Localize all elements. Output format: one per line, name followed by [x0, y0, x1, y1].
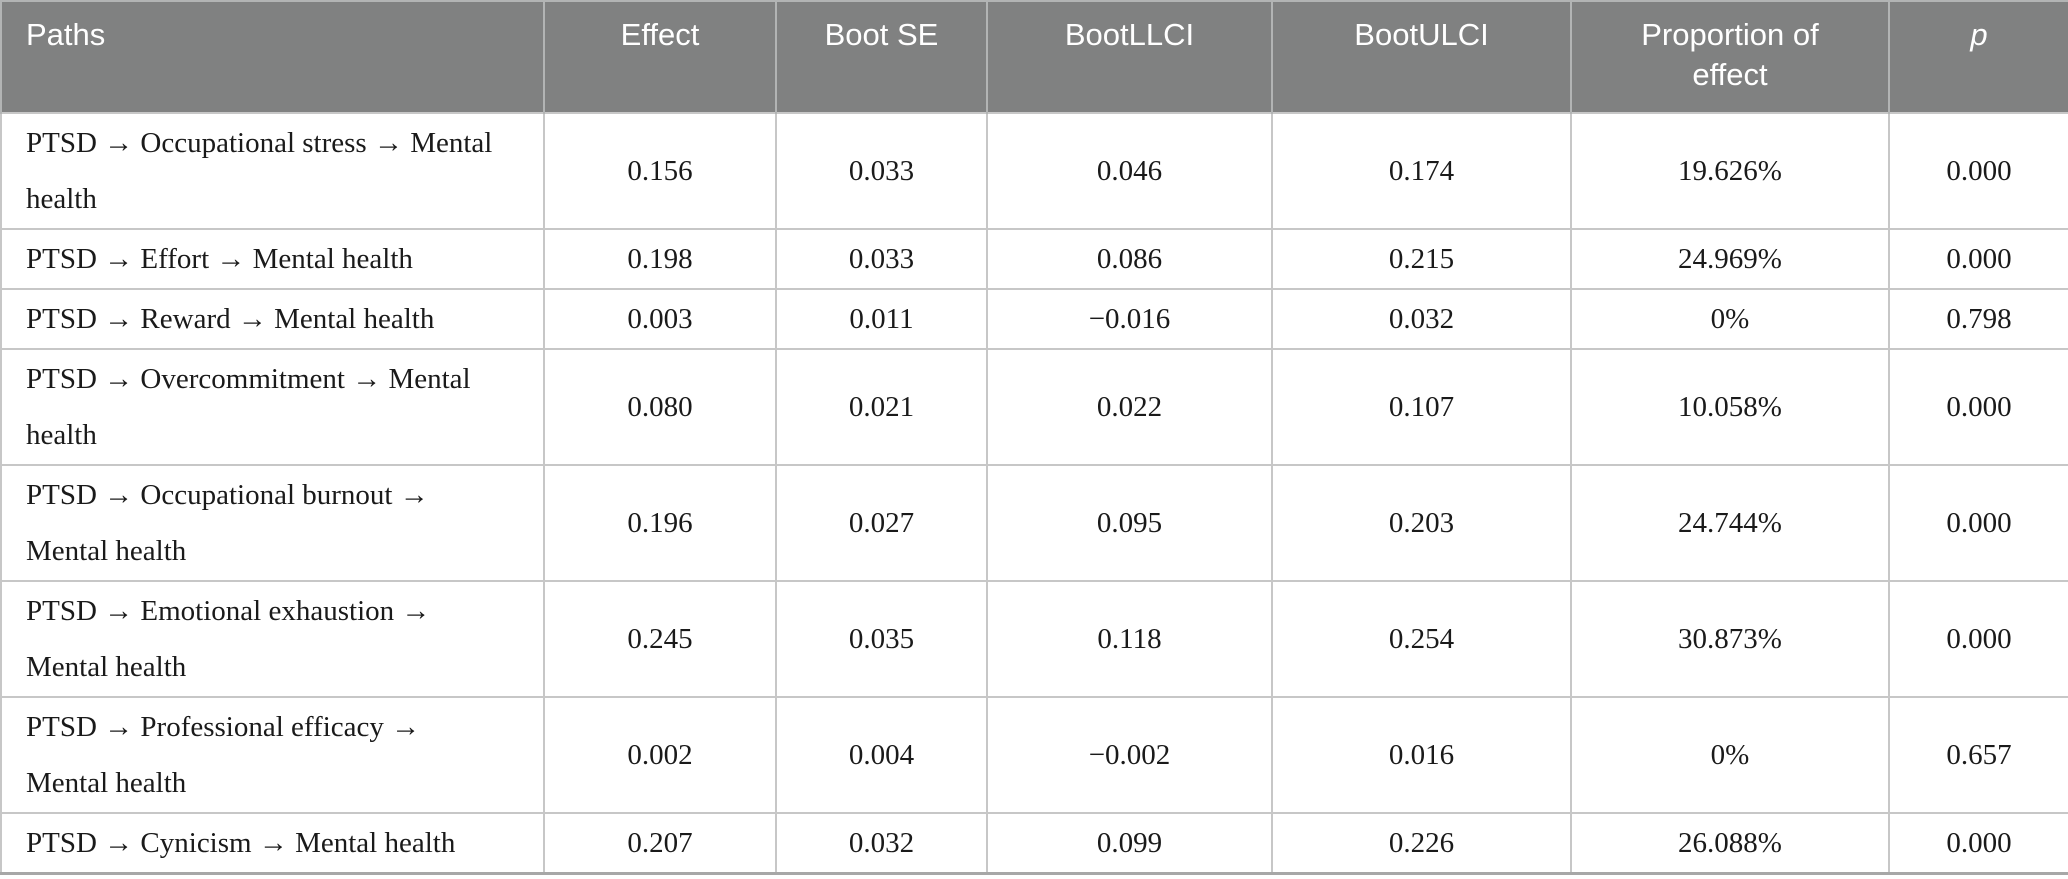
cell-p: 0.000 — [1888, 228, 2068, 290]
cell-effect: 0.003 — [543, 288, 777, 350]
column-header-boot-llci: BootLLCI — [986, 0, 1273, 113]
cell-path: PTSD → Occupational burnout → Mental hea… — [0, 464, 545, 582]
column-header-p-label: p — [1970, 17, 1988, 52]
cell-boot_llci: 0.086 — [986, 228, 1273, 290]
cell-path: PTSD → Cynicism → Mental health — [0, 812, 545, 875]
column-header-proportion-label: Proportion of effect — [1641, 17, 1819, 92]
cell-boot_ulci: 0.032 — [1271, 288, 1572, 350]
column-header-boot-se-label: Boot SE — [824, 17, 939, 52]
cell-path: PTSD → Professional efficacy → Mental he… — [0, 696, 545, 814]
cell-boot_llci: 0.095 — [986, 464, 1273, 582]
column-header-boot-ulci-label: BootULCI — [1354, 17, 1489, 52]
table-row: PTSD → Effort → Mental health 0.198 0.033 0… — [0, 228, 2068, 290]
cell-path: PTSD → Effort → Mental health — [0, 228, 545, 290]
cell-boot_se: 0.011 — [775, 288, 988, 350]
cell-effect: 0.156 — [543, 112, 777, 230]
table-row: PTSD → Reward → Mental health 0.003 0.011−… — [0, 288, 2068, 350]
cell-boot_llci: −0.016 — [986, 288, 1273, 350]
cell-boot_llci: 0.022 — [986, 348, 1273, 466]
cell-proportion: 30.873% — [1570, 580, 1890, 698]
table-row: PTSD → Occupational stress → Mental heal… — [0, 112, 2068, 230]
table-body: PTSD → Occupational stress → Mental heal… — [0, 112, 2068, 875]
column-header-effect: Effect — [543, 0, 777, 113]
cell-path: PTSD → Emotional exhaustion → Mental hea… — [0, 580, 545, 698]
cell-p: 0.000 — [1888, 580, 2068, 698]
cell-proportion: 10.058% — [1570, 348, 1890, 466]
column-header-paths-label: Paths — [26, 17, 106, 52]
column-header-p-value: p — [1888, 0, 2068, 113]
cell-boot_ulci: 0.174 — [1271, 112, 1572, 230]
cell-boot_se: 0.027 — [775, 464, 988, 582]
cell-boot_llci: 0.118 — [986, 580, 1273, 698]
cell-boot_se: 0.004 — [775, 696, 988, 814]
cell-proportion: 26.088% — [1570, 812, 1890, 875]
cell-boot_ulci: 0.107 — [1271, 348, 1572, 466]
cell-p: 0.000 — [1888, 464, 2068, 582]
cell-proportion: 19.626% — [1570, 112, 1890, 230]
cell-path: PTSD → Reward → Mental health — [0, 288, 545, 350]
cell-boot_ulci: 0.254 — [1271, 580, 1572, 698]
cell-p: 0.657 — [1888, 696, 2068, 814]
cell-path: PTSD → Overcommitment → Mental health — [0, 348, 545, 466]
cell-effect: 0.080 — [543, 348, 777, 466]
cell-boot_se: 0.035 — [775, 580, 988, 698]
cell-boot_se: 0.032 — [775, 812, 988, 875]
cell-proportion: 0% — [1570, 696, 1890, 814]
cell-p: 0.000 — [1888, 812, 2068, 875]
column-header-paths: Paths — [0, 0, 545, 113]
cell-boot_ulci: 0.203 — [1271, 464, 1572, 582]
cell-boot_llci: 0.099 — [986, 812, 1273, 875]
column-header-proportion-of-effect: Proportion of effect — [1570, 0, 1890, 113]
cell-boot_se: 0.021 — [775, 348, 988, 466]
cell-effect: 0.002 — [543, 696, 777, 814]
table-header: Paths Effect Boot SE BootLLCI BootULCI P… — [0, 0, 2068, 113]
cell-p: 0.000 — [1888, 112, 2068, 230]
cell-boot_se: 0.033 — [775, 228, 988, 290]
column-header-boot-ulci: BootULCI — [1271, 0, 1572, 113]
cell-effect: 0.245 — [543, 580, 777, 698]
cell-boot_se: 0.033 — [775, 112, 988, 230]
table-row: PTSD → Occupational burnout → Mental hea… — [0, 464, 2068, 582]
column-header-effect-label: Effect — [620, 17, 700, 52]
table-row: PTSD → Emotional exhaustion → Mental hea… — [0, 580, 2068, 698]
cell-boot_ulci: 0.215 — [1271, 228, 1572, 290]
cell-boot_llci: −0.002 — [986, 696, 1273, 814]
table-row: PTSD → Cynicism → Mental health 0.207 0.03… — [0, 812, 2068, 875]
cell-effect: 0.207 — [543, 812, 777, 875]
cell-p: 0.000 — [1888, 348, 2068, 466]
cell-boot_llci: 0.046 — [986, 112, 1273, 230]
table-row: PTSD → Professional efficacy → Mental he… — [0, 696, 2068, 814]
cell-p: 0.798 — [1888, 288, 2068, 350]
cell-path: PTSD → Occupational stress → Mental heal… — [0, 112, 545, 230]
header-row: Paths Effect Boot SE BootLLCI BootULCI P… — [0, 0, 2068, 113]
column-header-boot-se: Boot SE — [775, 0, 988, 113]
cell-proportion: 0% — [1570, 288, 1890, 350]
column-header-boot-llci-label: BootLLCI — [1064, 17, 1195, 52]
cell-proportion: 24.969% — [1570, 228, 1890, 290]
cell-proportion: 24.744% — [1570, 464, 1890, 582]
cell-effect: 0.196 — [543, 464, 777, 582]
cell-boot_ulci: 0.226 — [1271, 812, 1572, 875]
cell-boot_ulci: 0.016 — [1271, 696, 1572, 814]
cell-effect: 0.198 — [543, 228, 777, 290]
table-row: PTSD → Overcommitment → Mental health 0.0… — [0, 348, 2068, 466]
